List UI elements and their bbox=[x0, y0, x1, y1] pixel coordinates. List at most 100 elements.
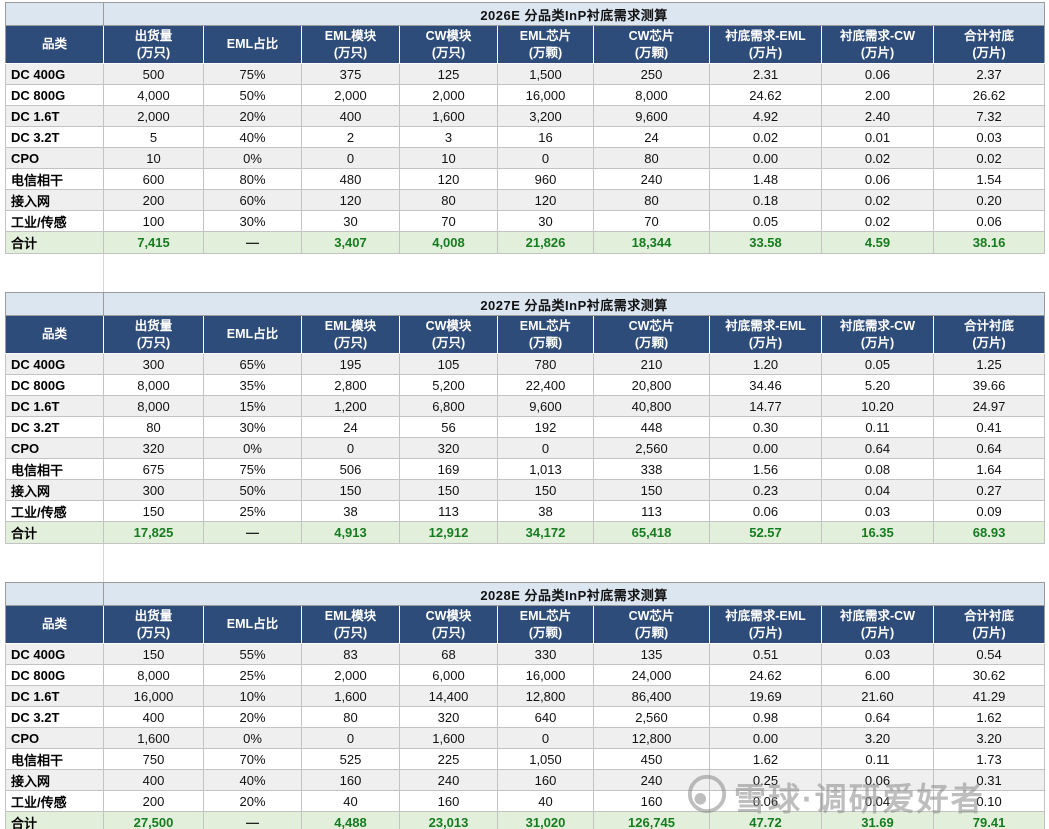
cell-value: 6.00 bbox=[821, 664, 934, 686]
cell-value: 0.08 bbox=[821, 458, 934, 480]
cell-value: 0.64 bbox=[821, 437, 934, 459]
column-header: 品类 bbox=[5, 25, 104, 64]
cell-value: 0.09 bbox=[932, 500, 1046, 522]
table-title: 2026E 分品类InP衬底需求测算 bbox=[102, 2, 1046, 26]
table-row: DC 800G 8,000 25% 2,000 6,000 16,000 24,000 24.… bbox=[5, 664, 1046, 686]
total-value: 47.72 bbox=[709, 811, 822, 829]
cell-value: 30% bbox=[203, 416, 302, 438]
cell-value: 135 bbox=[593, 643, 710, 665]
row-label: 电信相干 bbox=[5, 168, 104, 190]
cell-value: 2,000 bbox=[399, 84, 498, 106]
column-header: 衬底需求-EML (万片) bbox=[709, 315, 822, 354]
cell-value: 600 bbox=[103, 168, 204, 190]
cell-value: 16,000 bbox=[497, 664, 594, 686]
cell-value: 0.06 bbox=[709, 790, 822, 812]
column-header-label: CW模块 bbox=[425, 609, 472, 624]
column-header-label: 衬底需求-CW bbox=[840, 29, 915, 44]
cell-value: 0.54 bbox=[932, 643, 1046, 665]
cell-value: 169 bbox=[399, 458, 498, 480]
column-header-label: CW芯片 bbox=[628, 319, 675, 334]
column-header: 衬底需求-EML (万片) bbox=[709, 25, 822, 64]
cell-value: 80 bbox=[103, 416, 204, 438]
table-2026e: 2026E 分品类InP衬底需求测算 品类 出货量 (万只) EML占比 EML模块 (万… bbox=[5, 2, 1049, 254]
total-value: 79.41 bbox=[932, 811, 1046, 829]
cell-value: 0.00 bbox=[709, 437, 822, 459]
cell-value: 0 bbox=[497, 727, 594, 749]
column-header-unit: (万颗) bbox=[634, 625, 669, 640]
table-2027e: 2027E 分品类InP衬底需求测算 品类 出货量 (万只) EML占比 EML模块 (万… bbox=[5, 292, 1049, 544]
cell-value: 100 bbox=[103, 210, 204, 232]
column-header: 出货量 (万只) bbox=[103, 315, 204, 354]
total-value: 31,020 bbox=[497, 811, 594, 829]
row-label: CPO bbox=[5, 147, 104, 169]
table-row: DC 800G 4,000 50% 2,000 2,000 16,000 8,000 24.6… bbox=[5, 84, 1046, 106]
cell-value: 2,560 bbox=[593, 706, 710, 728]
column-header: CW芯片 (万颗) bbox=[593, 315, 710, 354]
cell-value: 70% bbox=[203, 748, 302, 770]
column-header: CW芯片 (万颗) bbox=[593, 605, 710, 644]
table-row: DC 1.6T 8,000 15% 1,200 6,800 9,600 40,800 14.7… bbox=[5, 395, 1046, 417]
cell-value: 86,400 bbox=[593, 685, 710, 707]
cell-value: 200 bbox=[103, 790, 204, 812]
column-header-unit: (万颗) bbox=[634, 335, 669, 350]
column-header: 合计衬底 (万片) bbox=[932, 605, 1046, 644]
cell-value: 38 bbox=[497, 500, 594, 522]
table-title: 2028E 分品类InP衬底需求测算 bbox=[102, 582, 1046, 606]
total-value: 4,913 bbox=[301, 521, 400, 544]
cell-value: 150 bbox=[103, 643, 204, 665]
cell-value: 338 bbox=[593, 458, 710, 480]
cell-value: 525 bbox=[301, 748, 400, 770]
cell-value: 1,600 bbox=[399, 727, 498, 749]
column-header-label: 品类 bbox=[41, 327, 67, 342]
cell-value: 320 bbox=[103, 437, 204, 459]
cell-value: 960 bbox=[497, 168, 594, 190]
cell-value: 7.32 bbox=[932, 105, 1046, 127]
column-header: 衬底需求-EML (万片) bbox=[709, 605, 822, 644]
row-label: DC 400G bbox=[5, 63, 104, 85]
cell-value: 150 bbox=[103, 500, 204, 522]
column-header-label: 出货量 bbox=[134, 29, 173, 44]
table-row: DC 400G 500 75% 375 125 1,500 250 2.31 0.06 2.37 bbox=[5, 63, 1046, 85]
cell-value: 250 bbox=[593, 63, 710, 85]
cell-value: 40 bbox=[301, 790, 400, 812]
cell-value: 320 bbox=[399, 706, 498, 728]
table-row: CPO 1,600 0% 0 1,600 0 12,800 0.00 3.20 3.20 bbox=[5, 727, 1046, 749]
cell-value: 26.62 bbox=[932, 84, 1046, 106]
cell-value: 160 bbox=[593, 790, 710, 812]
cell-value: 5,200 bbox=[399, 374, 498, 396]
cell-value: 150 bbox=[593, 479, 710, 501]
cell-value: 2,000 bbox=[301, 664, 400, 686]
cell-value: 24.97 bbox=[932, 395, 1046, 417]
column-header-label: 衬底需求-EML bbox=[725, 319, 806, 334]
cell-value: 0.30 bbox=[709, 416, 822, 438]
cell-value: 80 bbox=[593, 147, 710, 169]
column-header: CW模块 (万只) bbox=[399, 25, 498, 64]
cell-value: 20% bbox=[203, 706, 302, 728]
cell-value: 0.03 bbox=[821, 500, 934, 522]
cell-value: 0.51 bbox=[709, 643, 822, 665]
cell-value: 225 bbox=[399, 748, 498, 770]
column-header-unit: (万片) bbox=[972, 45, 1006, 60]
column-header-label: 衬底需求-CW bbox=[840, 319, 915, 334]
row-label: DC 800G bbox=[5, 664, 104, 686]
total-value: 23,013 bbox=[399, 811, 498, 829]
cell-value: 0.27 bbox=[932, 479, 1046, 501]
cell-value: 2 bbox=[301, 126, 400, 148]
column-header-unit: (万颗) bbox=[528, 45, 563, 60]
column-header-unit: (万片) bbox=[972, 625, 1006, 640]
cell-value: 448 bbox=[593, 416, 710, 438]
cell-value: 1.73 bbox=[932, 748, 1046, 770]
cell-value: 0.00 bbox=[709, 727, 822, 749]
cell-value: 68 bbox=[399, 643, 498, 665]
title-spacer-cell bbox=[5, 2, 104, 26]
cell-value: 150 bbox=[399, 479, 498, 501]
total-value: 65,418 bbox=[593, 521, 710, 544]
cell-value: 0.41 bbox=[932, 416, 1046, 438]
column-header-unit: (万片) bbox=[748, 625, 783, 640]
column-header-unit: (万只) bbox=[333, 335, 368, 350]
cell-value: 500 bbox=[103, 63, 204, 85]
cell-value: 0.02 bbox=[821, 210, 934, 232]
cell-value: 24 bbox=[593, 126, 710, 148]
total-value: 4.59 bbox=[821, 231, 934, 254]
cell-value: 0.25 bbox=[709, 769, 822, 791]
